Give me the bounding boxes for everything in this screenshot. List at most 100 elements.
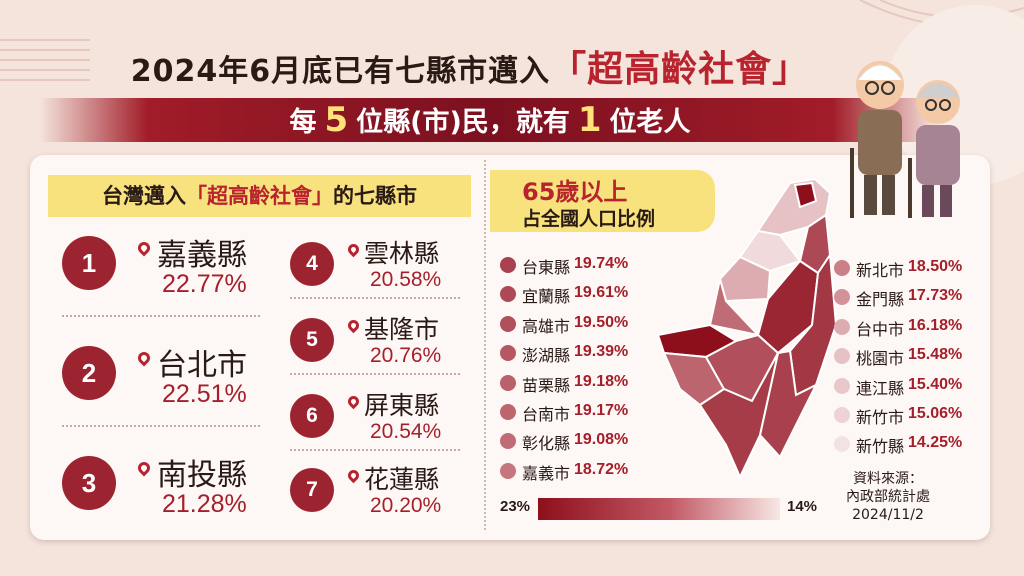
county-name: 花蓮縣 xyxy=(364,465,440,494)
legend-item: 台東縣 19.74% xyxy=(500,254,640,277)
county-name: 嘉義縣 xyxy=(157,238,247,273)
legend-color-swatch xyxy=(500,286,516,303)
county-name: 基隆市 xyxy=(364,315,440,344)
legend-item: 苗栗縣 19.18% xyxy=(500,372,640,395)
taiwan-map-graphic xyxy=(656,177,838,480)
rank-number-badge: 4 xyxy=(290,242,334,286)
scale-max-label: 14% xyxy=(787,498,818,515)
legend-county-name: 嘉義市 xyxy=(522,463,571,483)
legend-county-value: 19.61% xyxy=(574,284,629,302)
banner-number-1: 5 xyxy=(324,100,349,140)
county-name: 台北市 xyxy=(157,348,247,383)
legend-item: 澎湖縣 19.39% xyxy=(500,342,640,366)
left-heading-suffix: 的七縣市 xyxy=(333,184,417,208)
legend-color-swatch xyxy=(500,315,516,332)
legend-county-name: 台南市 xyxy=(522,405,571,424)
left-panel-heading: 台灣邁入「超高齡社會」的七縣市 xyxy=(48,175,471,217)
legend-county-name: 彰化縣 xyxy=(522,434,571,454)
divider xyxy=(290,373,460,375)
left-heading-highlight: 「超高齡社會」 xyxy=(186,184,333,208)
legend-color-swatch xyxy=(834,348,850,365)
legend-color-swatch xyxy=(834,436,850,453)
legend-color-swatch xyxy=(500,404,516,420)
legend-county-name: 新竹縣 xyxy=(856,437,905,457)
legend-county-value: 16.18% xyxy=(908,316,963,334)
divider xyxy=(62,315,260,317)
rank-number-badge: 6 xyxy=(290,394,334,438)
banner-text-2: 位縣(市)民，就有 xyxy=(356,107,570,138)
title-prefix: 2024年6月底已有七縣市邁入 xyxy=(130,54,551,89)
banner-text-1: 每 xyxy=(289,107,317,138)
rank-number-badge: 1 xyxy=(62,236,116,290)
county-percentage: 20.54% xyxy=(370,420,442,443)
legend-county-name: 宜蘭縣 xyxy=(522,287,571,307)
legend-item: 桃園市 15.48% xyxy=(834,345,974,369)
county-percentage: 22.51% xyxy=(162,380,247,408)
legend-item: 連江縣 15.40% xyxy=(834,375,974,398)
divider xyxy=(290,449,460,451)
legend-color-swatch xyxy=(500,257,516,273)
legend-color-swatch xyxy=(500,462,516,479)
county-percentage: 20.20% xyxy=(370,494,442,517)
subtitle-banner: 每 5 位縣(市)民，就有 1 位老人 xyxy=(40,98,940,142)
county-name: 屏東縣 xyxy=(364,391,440,420)
source-line-1: 資料來源： xyxy=(853,471,923,487)
legend-county-value: 19.17% xyxy=(574,402,629,419)
legend-county-value: 15.40% xyxy=(908,375,963,393)
legend-county-value: 19.39% xyxy=(574,343,629,361)
county-percentage: 21.28% xyxy=(162,490,247,518)
legend-color-swatch xyxy=(834,407,850,423)
legend-color-swatch xyxy=(834,377,850,394)
right-heading-line2: 占全國人口比例 xyxy=(522,208,656,230)
map-region-taichung xyxy=(718,255,772,303)
legend-color-swatch xyxy=(834,289,850,306)
source-line-2: 內政部統計處 xyxy=(846,489,930,505)
banner-number-2: 1 xyxy=(577,100,602,140)
legend-county-value: 18.72% xyxy=(574,460,629,478)
banner-text-3: 位老人 xyxy=(609,107,691,138)
legend-county-name: 苗栗縣 xyxy=(522,375,571,395)
rank-number-badge: 2 xyxy=(62,346,116,400)
county-percentage: 20.58% xyxy=(370,268,442,291)
title-highlight: 「超高齡社會」 xyxy=(550,49,810,90)
county-percentage: 20.76% xyxy=(370,344,442,367)
vertical-divider xyxy=(484,160,486,530)
county-name: 雲林縣 xyxy=(364,239,440,268)
divider xyxy=(290,297,460,299)
right-panel-heading: 65歲以上 占全國人口比例 xyxy=(490,170,715,232)
legend-item: 彰化縣 19.08% xyxy=(500,430,640,454)
legend-county-name: 高雄市 xyxy=(522,316,571,336)
legend-county-name: 澎湖縣 xyxy=(522,346,571,366)
elderly-couple-illustration xyxy=(850,61,960,218)
rank-number-badge: 3 xyxy=(62,456,116,510)
legend-county-name: 桃園市 xyxy=(856,349,905,369)
legend-county-value: 19.08% xyxy=(574,431,629,449)
divider xyxy=(62,425,260,427)
color-scale-bar xyxy=(538,498,780,520)
left-heading-prefix: 台灣邁入 xyxy=(102,184,186,208)
legend-item: 宜蘭縣 19.61% xyxy=(500,283,640,307)
legend-item: 新北市 18.50% xyxy=(834,257,974,280)
legend-color-swatch xyxy=(834,260,850,276)
legend-color-swatch xyxy=(500,433,516,450)
county-name: 南投縣 xyxy=(157,458,247,493)
map-region-pingtung xyxy=(698,352,779,480)
legend-item: 台中市 16.18% xyxy=(834,316,974,339)
map-region-hsinchu xyxy=(738,229,802,273)
source-line-3: 2024/11/2 xyxy=(852,507,924,523)
legend-county-name: 新竹市 xyxy=(856,408,905,427)
legend-item: 新竹市 15.06% xyxy=(834,404,974,427)
right-heading-line1: 65歲以上 xyxy=(522,178,628,206)
legend-county-value: 18.50% xyxy=(908,258,963,275)
legend-county-value: 15.06% xyxy=(908,405,963,422)
legend-item: 台南市 19.17% xyxy=(500,401,640,424)
legend-color-swatch xyxy=(500,374,516,391)
legend-county-name: 台中市 xyxy=(856,319,905,339)
legend-county-value: 17.73% xyxy=(908,287,963,305)
legend-color-swatch xyxy=(834,318,850,335)
county-percentage: 22.77% xyxy=(162,270,247,298)
legend-item: 新竹縣 14.25% xyxy=(834,433,974,457)
legend-color-swatch xyxy=(500,345,516,362)
legend-county-value: 19.50% xyxy=(574,313,629,331)
legend-county-value: 15.48% xyxy=(908,346,963,364)
